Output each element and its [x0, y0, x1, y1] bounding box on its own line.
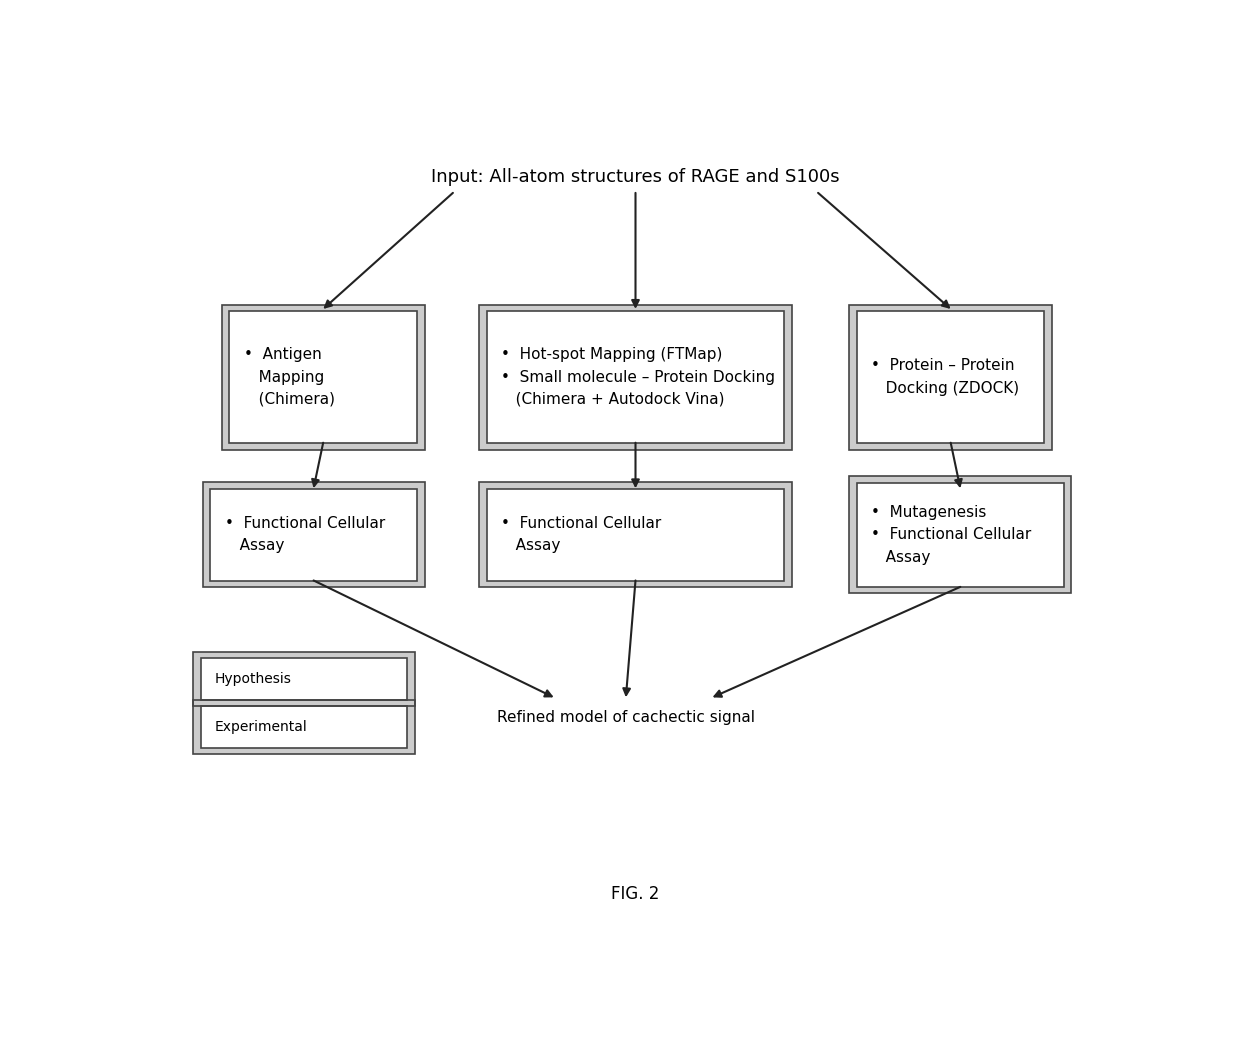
Bar — [202, 483, 424, 588]
Bar — [201, 658, 407, 700]
Bar — [229, 311, 417, 443]
Bar — [202, 483, 424, 588]
Bar — [211, 489, 417, 581]
Bar — [849, 476, 1071, 593]
Text: Experimental: Experimental — [215, 720, 308, 734]
Bar — [193, 652, 415, 706]
Bar — [857, 311, 1044, 443]
Bar — [193, 652, 415, 706]
Text: •  Hot-spot Mapping (FTMap)
•  Small molecule – Protein Docking
   (Chimera + Au: • Hot-spot Mapping (FTMap) • Small molec… — [501, 347, 775, 407]
Text: Hypothesis: Hypothesis — [215, 672, 291, 686]
Text: •  Functional Cellular
   Assay: • Functional Cellular Assay — [501, 516, 661, 553]
Bar — [193, 700, 415, 754]
Text: FIG. 2: FIG. 2 — [611, 885, 660, 903]
Bar — [486, 311, 785, 443]
Bar — [849, 476, 1071, 593]
Bar — [479, 483, 792, 588]
Bar — [479, 305, 792, 449]
Text: Input: All-atom structures of RAGE and S100s: Input: All-atom structures of RAGE and S… — [432, 167, 839, 186]
Bar — [849, 305, 1052, 449]
Bar — [479, 483, 792, 588]
Bar — [849, 305, 1052, 449]
Bar — [201, 706, 407, 748]
Text: •  Mutagenesis
•  Functional Cellular
   Assay: • Mutagenesis • Functional Cellular Assa… — [872, 505, 1032, 565]
Bar — [857, 483, 1064, 587]
Bar — [479, 305, 792, 449]
Bar — [222, 305, 424, 449]
Bar — [222, 305, 424, 449]
Text: •  Protein – Protein
   Docking (ZDOCK): • Protein – Protein Docking (ZDOCK) — [872, 359, 1019, 395]
Text: •  Functional Cellular
   Assay: • Functional Cellular Assay — [224, 516, 384, 553]
Bar — [193, 700, 415, 754]
Text: Refined model of cachectic signal: Refined model of cachectic signal — [497, 710, 755, 725]
Text: •  Antigen
   Mapping
   (Chimera): • Antigen Mapping (Chimera) — [244, 347, 335, 407]
Bar — [486, 489, 785, 581]
